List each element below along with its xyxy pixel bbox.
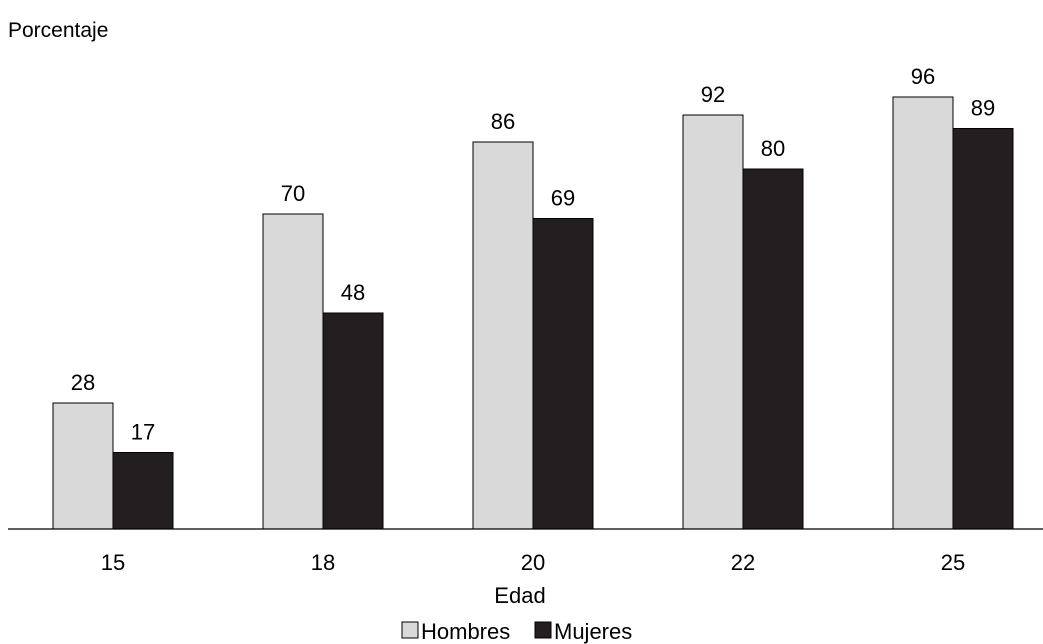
- legend-label-mujeres: Mujeres: [554, 619, 632, 644]
- x-tick-labels-group: 15 18 20 22 25: [101, 550, 965, 575]
- bar-mujeres-15: [112, 452, 174, 530]
- bars-group: [52, 96, 1014, 530]
- legend-label-hombres: Hombres: [421, 619, 510, 644]
- legend-swatch-hombres: [401, 621, 419, 639]
- y-axis-label: Porcentaje: [8, 19, 108, 42]
- bar-mujeres-25: [952, 128, 1014, 530]
- bar-hombres-20: [472, 141, 534, 530]
- data-label-mujeres-20: 69: [551, 186, 575, 211]
- bar-hombres-18: [262, 213, 324, 530]
- data-labels-group: 28 17 70 48 86 69 92 80 96 89: [71, 64, 995, 445]
- data-label-hombres-15: 28: [71, 370, 95, 395]
- x-tick-label-22: 22: [731, 550, 755, 575]
- data-label-hombres-25: 96: [911, 64, 935, 89]
- data-label-mujeres-25: 89: [971, 96, 995, 121]
- bar-mujeres-18: [322, 312, 384, 530]
- x-tick-label-15: 15: [101, 550, 125, 575]
- data-label-mujeres-22: 80: [761, 136, 785, 161]
- data-label-hombres-20: 86: [491, 109, 515, 134]
- bar-hombres-22: [682, 114, 744, 530]
- bar-mujeres-20: [532, 218, 594, 530]
- bar-hombres-25: [892, 96, 954, 530]
- data-label-mujeres-15: 17: [131, 420, 155, 445]
- bar-mujeres-22: [742, 168, 804, 530]
- legend-swatch-mujeres: [534, 621, 552, 639]
- x-axis-label: Edad: [494, 583, 545, 608]
- x-tick-label-25: 25: [941, 550, 965, 575]
- x-tick-label-20: 20: [521, 550, 545, 575]
- bar-hombres-15: [52, 402, 114, 530]
- data-label-hombres-18: 70: [281, 181, 305, 206]
- x-tick-label-18: 18: [311, 550, 335, 575]
- data-label-hombres-22: 92: [701, 82, 725, 107]
- legend: Hombres Mujeres: [401, 619, 632, 644]
- data-label-mujeres-18: 48: [341, 280, 365, 305]
